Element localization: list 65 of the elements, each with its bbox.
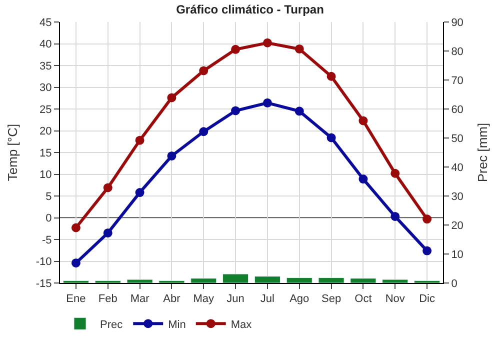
y-tick-label: 20	[40, 126, 52, 138]
point	[390, 212, 400, 221]
point	[326, 133, 336, 142]
y-tick-label: 15	[40, 147, 52, 160]
point	[262, 98, 272, 108]
point	[294, 106, 304, 116]
y2-tick-label: 50	[451, 132, 464, 145]
y-tick-label: 30	[40, 82, 52, 94]
point	[199, 66, 208, 76]
x-tick-label: Sep	[322, 293, 342, 306]
x-tick-label: Ene	[66, 293, 86, 306]
point	[167, 151, 176, 160]
y2-tick-label: 40	[451, 162, 464, 174]
y2-tick-label: 30	[451, 190, 464, 203]
chart-title: Gráfico climático - Turpan	[176, 2, 324, 17]
y2-tick-label: 10	[451, 248, 464, 261]
x-tick-label: Feb	[98, 293, 118, 306]
point	[231, 106, 240, 116]
point	[103, 183, 112, 192]
x-tick-label: Mar	[130, 293, 150, 306]
y2-axis-title: Prec [mm]	[475, 122, 490, 182]
y-tick-label: -10	[36, 256, 52, 268]
y-tick-label: 35	[40, 60, 52, 72]
x-tick-label: May	[193, 293, 215, 306]
point	[103, 228, 112, 238]
point	[135, 188, 144, 198]
point	[390, 168, 400, 178]
point	[71, 258, 80, 268]
point	[199, 127, 208, 136]
y2-tick-label: 80	[451, 46, 464, 58]
y2-tick-label: 20	[451, 220, 464, 232]
y-tick-label: -5	[42, 234, 52, 246]
legend-label: Min	[168, 318, 186, 331]
y2-tick-label: 70	[451, 74, 464, 87]
y-axis-title: Temp [°C]	[4, 124, 20, 182]
point	[422, 246, 432, 256]
point	[167, 93, 176, 102]
y2-tick-label: 0	[451, 278, 458, 290]
x-tick-label: Jun	[226, 293, 244, 306]
y-tick-label: 0	[46, 212, 52, 225]
point	[71, 223, 80, 232]
y-tick-label: 25	[40, 104, 52, 116]
x-tick-label: Abr	[163, 293, 181, 306]
point	[294, 44, 304, 54]
point	[358, 116, 368, 126]
point	[135, 136, 144, 145]
y-tick-label: 40	[40, 38, 52, 51]
y-tick-label: -15	[36, 278, 52, 290]
y-tick-label: 5	[46, 190, 52, 203]
point	[231, 44, 240, 54]
y-tick-label: 10	[40, 169, 52, 182]
x-tick-label: Ago	[290, 293, 310, 306]
x-tick-label: Dic	[419, 293, 436, 306]
point	[262, 38, 272, 48]
y-tick-label: 45	[40, 16, 52, 29]
x-tick-label: Jul	[260, 293, 274, 306]
point	[326, 72, 336, 81]
y2-tick-label: 90	[451, 16, 464, 29]
point	[358, 174, 368, 184]
legend-label: Prec	[100, 318, 124, 331]
y2-tick-label: 60	[451, 104, 464, 116]
x-tick-label: Nov	[385, 293, 406, 306]
point	[422, 214, 432, 224]
x-tick-label: Oct	[354, 293, 372, 306]
legend-label: Max	[230, 318, 252, 331]
